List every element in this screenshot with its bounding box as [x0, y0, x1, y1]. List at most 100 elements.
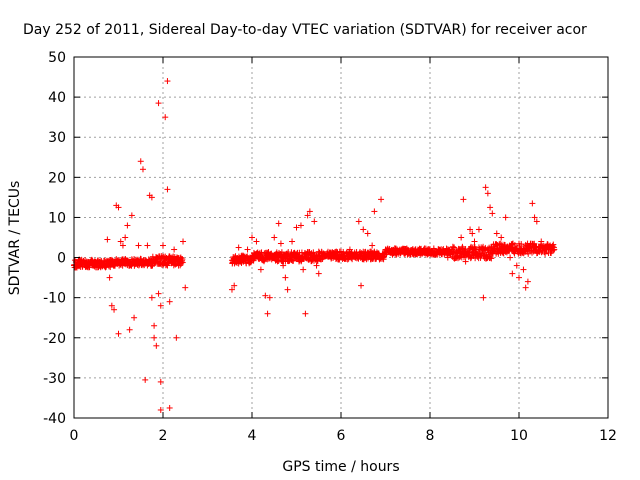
data-point — [525, 250, 532, 257]
data-point — [155, 290, 162, 297]
data-point — [329, 250, 336, 257]
data-point — [139, 166, 146, 173]
data-point — [148, 294, 155, 301]
data-point — [489, 210, 496, 217]
data-point — [180, 238, 187, 245]
data-point — [538, 238, 545, 245]
data-point — [257, 266, 264, 273]
x-tick-label: 2 — [159, 428, 168, 444]
data-point — [371, 208, 378, 215]
data-point — [115, 204, 122, 211]
data-point — [168, 254, 175, 261]
y-tick-label: -30 — [43, 371, 66, 387]
x-tick-labels: 0 2 4 6 8 10 12 — [70, 428, 617, 444]
data-point — [498, 234, 505, 241]
data-point — [284, 286, 291, 293]
data-point — [306, 208, 313, 215]
data-point — [338, 248, 344, 255]
data-point — [551, 246, 558, 253]
data-point — [157, 378, 164, 385]
data-point — [475, 226, 482, 233]
data-point — [126, 326, 133, 333]
data-point — [513, 262, 520, 269]
data-point — [235, 244, 242, 251]
data-point — [128, 212, 135, 219]
data-point — [119, 242, 126, 249]
data-point — [533, 218, 540, 225]
data-point — [151, 334, 158, 341]
data-point — [320, 252, 327, 259]
data-point — [280, 262, 287, 269]
data-point — [471, 238, 478, 245]
data-point — [382, 246, 389, 253]
data-point — [516, 274, 522, 281]
y-tick-label: 40 — [48, 90, 66, 106]
data-point — [275, 220, 282, 227]
data-point — [108, 302, 115, 309]
data-point — [277, 240, 284, 247]
data-point — [122, 234, 129, 241]
data-point — [518, 241, 525, 248]
data-point — [300, 266, 307, 273]
data-point — [509, 241, 516, 248]
data-point — [469, 230, 476, 237]
data-point — [520, 266, 527, 273]
y-tick-label: 50 — [48, 50, 66, 66]
data-point — [117, 238, 124, 245]
y-axis-label: SDTVAR / TECUs — [7, 181, 23, 296]
data-point — [487, 204, 494, 211]
data-points — [71, 78, 558, 413]
data-point — [502, 214, 509, 221]
data-point — [487, 254, 494, 261]
data-point — [364, 230, 371, 237]
data-point — [462, 258, 469, 265]
data-point — [166, 298, 173, 305]
data-point — [531, 214, 538, 221]
data-point — [164, 186, 171, 193]
data-point — [302, 310, 309, 317]
data-point — [160, 242, 166, 249]
data-point — [315, 270, 322, 277]
data-point — [137, 158, 144, 165]
x-tick-label: 12 — [599, 428, 617, 444]
y-tick-label: 10 — [48, 210, 66, 226]
data-point — [266, 294, 273, 301]
data-point — [262, 292, 269, 299]
data-point — [313, 262, 320, 269]
data-point — [157, 302, 164, 309]
data-point — [482, 184, 489, 191]
x-tick-label: 4 — [248, 428, 257, 444]
data-point — [253, 238, 260, 245]
data-point — [153, 342, 160, 349]
data-point — [484, 190, 491, 197]
y-tick-labels: -40 -30 -20 -10 0 10 20 30 40 50 — [43, 50, 66, 427]
data-point — [282, 274, 289, 281]
data-point — [449, 246, 456, 253]
data-point — [271, 234, 278, 241]
data-point — [346, 246, 353, 253]
data-point — [155, 100, 162, 107]
data-point — [124, 222, 131, 229]
data-point — [135, 242, 142, 249]
data-point — [157, 406, 164, 413]
data-point — [164, 78, 171, 85]
data-point — [244, 246, 251, 253]
y-tick-label: -40 — [43, 411, 66, 427]
data-point — [179, 259, 186, 266]
x-tick-label: 10 — [510, 428, 528, 444]
y-tick-label: -20 — [43, 331, 66, 347]
data-point — [231, 282, 238, 289]
x-tick-label: 6 — [337, 428, 346, 444]
data-point — [458, 234, 465, 241]
data-point — [547, 242, 554, 249]
data-point — [166, 404, 173, 411]
data-point — [111, 306, 118, 313]
data-point — [115, 330, 122, 337]
data-point — [283, 250, 290, 257]
data-point — [488, 255, 495, 262]
data-point — [131, 314, 138, 321]
data-point — [171, 246, 178, 253]
y-tick-label: 20 — [48, 170, 66, 186]
data-point — [173, 334, 180, 341]
